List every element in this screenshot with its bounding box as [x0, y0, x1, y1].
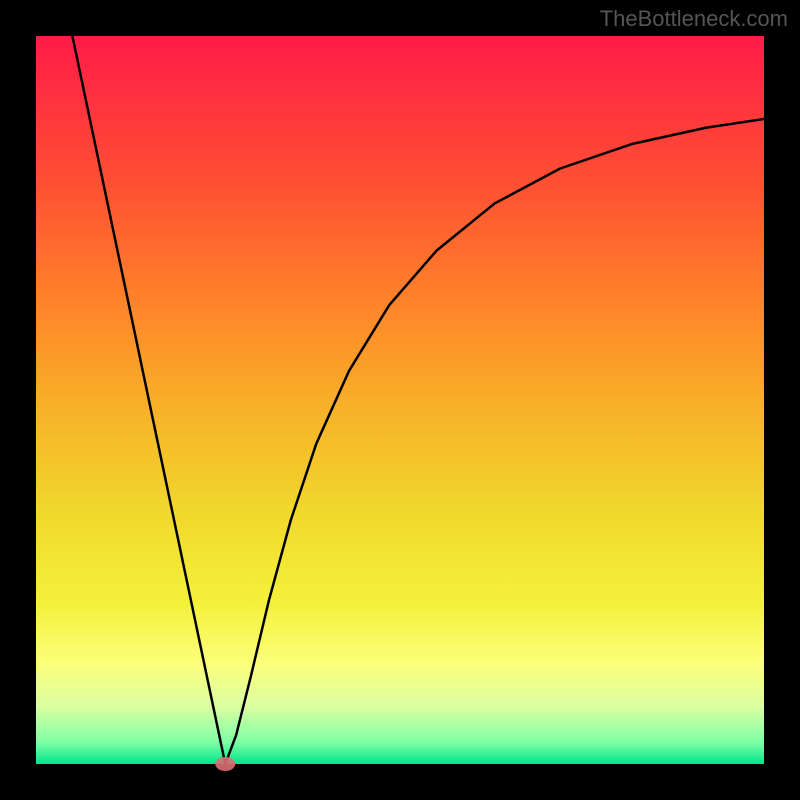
bottleneck-chart: [0, 0, 800, 800]
attribution-label: TheBottleneck.com: [600, 6, 788, 32]
chart-container: TheBottleneck.com: [0, 0, 800, 800]
